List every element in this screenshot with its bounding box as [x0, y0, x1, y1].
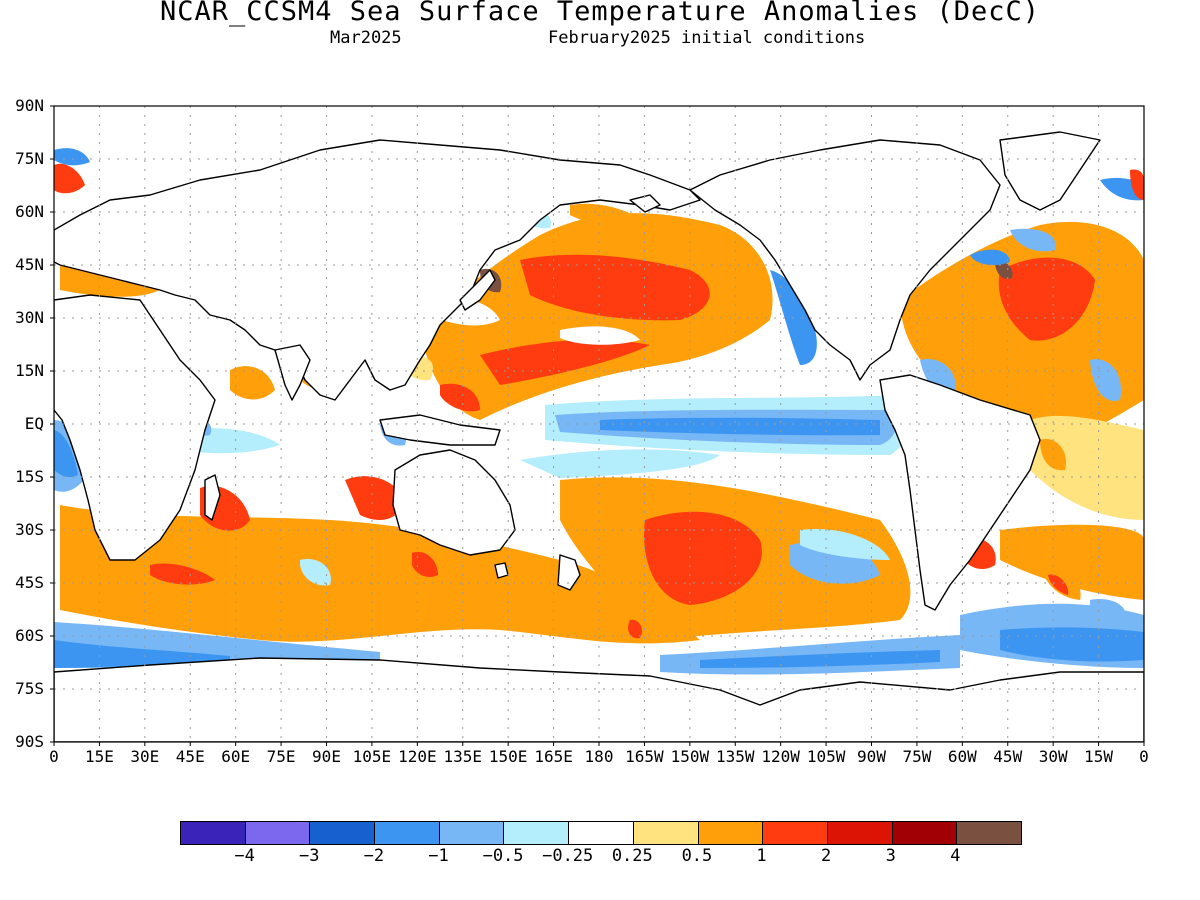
lon-label: 165E: [534, 747, 573, 766]
lat-label: 15N: [15, 361, 44, 380]
colorbar-swatch: [957, 822, 1021, 844]
lon-label: 15W: [1084, 747, 1114, 766]
indonesia: [379, 414, 501, 446]
greenland: [999, 131, 1101, 211]
lat-label: EQ: [24, 414, 44, 433]
colorbar-label: 3: [885, 846, 896, 866]
colorbar-label: −4: [234, 846, 255, 866]
colorbar-swatch: [504, 822, 570, 844]
lon-label: 45E: [175, 747, 205, 766]
lon-label: 150E: [488, 747, 528, 766]
lon-label: 75E: [266, 747, 296, 766]
lon-label: 60W: [947, 747, 977, 766]
colorbar-swatch: [633, 822, 699, 844]
lon-label: 135W: [715, 747, 755, 766]
south-america: [879, 374, 1041, 611]
axis-ticks: [50, 105, 1145, 746]
lat-label: 15S: [15, 467, 44, 486]
colorbar-swatch: [181, 822, 246, 844]
colorbar-swatch: [375, 822, 440, 844]
madagascar: [204, 474, 221, 521]
colorbar-label: −0.5: [482, 846, 524, 866]
colorbar-swatch: [439, 822, 505, 844]
india: [274, 344, 311, 401]
lon-label: 0: [49, 747, 59, 766]
eurasia: [54, 139, 701, 401]
lon-label: 60E: [221, 747, 251, 766]
colorbar-swatch: [827, 822, 893, 844]
colorbar-swatch: [698, 822, 764, 844]
colorbar-label: −1: [428, 846, 449, 866]
lon-label: 105E: [352, 747, 392, 766]
africa: [54, 294, 216, 561]
colorbar-label: 0.5: [681, 846, 713, 866]
svalbard: [629, 194, 661, 213]
lat-label: 45N: [15, 255, 44, 274]
japan: [459, 269, 496, 311]
lat-label: 60S: [15, 626, 44, 645]
colorbar-label: 0.25: [611, 846, 653, 866]
north-america: [689, 139, 1001, 381]
australia: [392, 449, 516, 556]
lon-label: 135E: [443, 747, 483, 766]
lon-label: 30E: [130, 747, 160, 766]
lon-label: 180: [584, 747, 614, 766]
lon-label: 150W: [670, 747, 710, 766]
colorbar-label: 1: [756, 846, 767, 866]
new-zealand: [557, 554, 581, 591]
colorbar-swatch: [569, 822, 634, 844]
lon-label: 165W: [625, 747, 664, 766]
lon-label: 120W: [761, 747, 800, 766]
lat-label: 75S: [15, 679, 44, 698]
southern-warm-band: [60, 476, 1144, 644]
initial-conditions: February2025 initial conditions: [548, 28, 866, 48]
map-title: NCAR_CCSM4 Sea Surface Temperature Anoma…: [159, 0, 1041, 27]
lon-label: 30W: [1038, 747, 1068, 766]
colorbar-swatch: [310, 822, 376, 844]
lat-label: 30N: [15, 308, 44, 327]
graticule: [54, 106, 1144, 742]
colorbar-swatch: [763, 822, 828, 844]
lat-label: 30S: [15, 520, 44, 539]
lat-label: 60N: [15, 202, 44, 221]
colorbar-label: −3: [298, 846, 320, 866]
lon-label: 120E: [398, 747, 437, 766]
colorbar-label: 4: [950, 846, 961, 866]
lat-label: 45S: [15, 573, 44, 592]
equatorial-cold-tongue: [54, 395, 913, 492]
lat-label: 90S: [15, 732, 44, 751]
lon-label: 45W: [993, 747, 1023, 766]
lon-label: 0: [1139, 747, 1149, 766]
lon-label: 105W: [806, 747, 846, 766]
colorbar-label: 2: [821, 846, 832, 866]
lon-label: 75W: [902, 747, 932, 766]
forecast-month: Mar2025: [330, 28, 402, 48]
lon-label: 15E: [84, 747, 114, 766]
colorbar: [180, 821, 1022, 845]
colorbar-swatch: [245, 822, 311, 844]
tasmania: [494, 562, 509, 579]
colorbar-swatch: [892, 822, 958, 844]
southern-cool-patches: [300, 449, 1126, 622]
colorbar-label: −0.25: [542, 846, 594, 866]
lat-label: 75N: [15, 149, 44, 168]
lat-label: 90N: [15, 96, 44, 115]
lon-label: 90W: [857, 747, 886, 766]
lon-label: 90E: [312, 747, 341, 766]
colorbar-label: −2: [363, 846, 385, 866]
